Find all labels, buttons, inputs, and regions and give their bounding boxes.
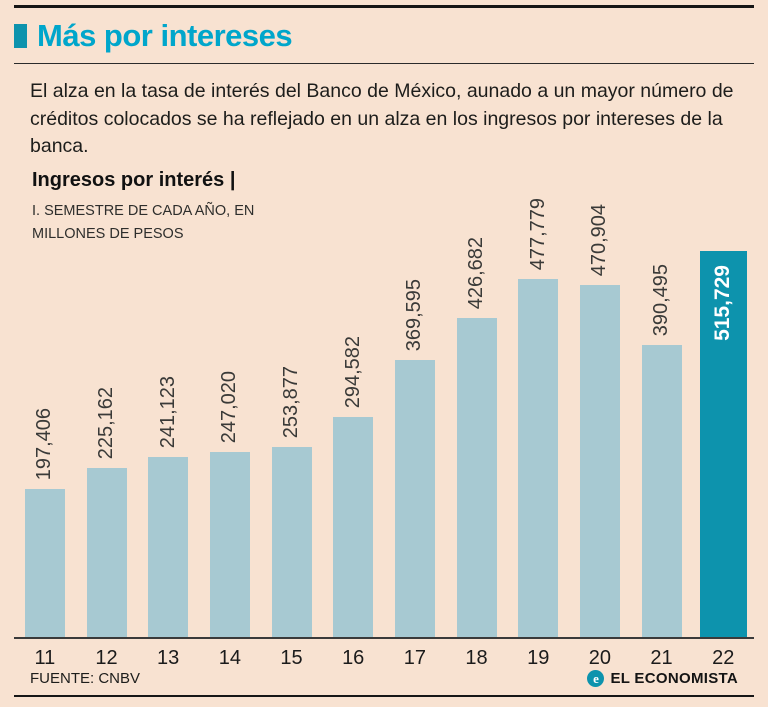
x-axis-tick-label: 16: [342, 647, 365, 670]
bar: [518, 279, 559, 638]
bar: [148, 457, 189, 638]
bar-column: 390,495: [631, 263, 693, 638]
x-axis-tick-label: 15: [280, 647, 303, 670]
bar-value-label: 390,495: [650, 263, 673, 337]
bar-value-label: 247,020: [218, 370, 241, 444]
bar: [641, 345, 682, 638]
bar-value-label: 426,682: [465, 236, 488, 310]
bar-column: 197,406: [14, 407, 76, 638]
bar-column: 470,904: [569, 203, 631, 638]
bar-value-label: 515,729: [711, 265, 735, 341]
top-rule: [14, 5, 754, 8]
bar: [456, 318, 497, 638]
bar-value-label: 470,904: [588, 203, 611, 277]
bar: [209, 452, 250, 638]
source-credit: FUENTE: CNBV: [30, 670, 141, 687]
x-axis-tick-label: 20: [588, 647, 611, 670]
chart-subtitle-line2: MILLONES DE PESOS: [32, 225, 184, 242]
bar-value-label: 225,162: [95, 386, 117, 460]
el-economista-logo-icon: e: [587, 670, 605, 687]
bar-value-label: 241,123: [156, 375, 179, 449]
bar-column: 253,877: [261, 365, 323, 638]
x-axis-labels: 11 12 13 14 15 16 17 18 19 20 21 22: [14, 639, 754, 670]
chart-area: Ingresos por interés | I. SEMESTRE DE CA…: [14, 167, 754, 670]
header-divider: [14, 63, 754, 64]
bar-column: 515,729: [692, 251, 754, 638]
x-axis-tick-label: 13: [157, 647, 180, 670]
x-axis-tick-label: 18: [465, 647, 488, 670]
intro-text: El alza en la tasa de interés del Banco …: [30, 80, 734, 158]
bar-value-label: 477,779: [526, 197, 549, 271]
bar: [333, 417, 374, 638]
title-bullet: [14, 24, 27, 48]
bar-column: 241,123: [137, 375, 199, 638]
bar-value-label: 294,582: [341, 335, 364, 409]
x-axis-tick-label: 12: [95, 647, 118, 670]
bar: [394, 360, 435, 638]
bar-value-label: 369,595: [403, 278, 426, 352]
chart-subtitle: I. SEMESTRE DE CADA AÑO, EN MILLONES DE …: [32, 200, 254, 245]
chart-title: Ingresos por interés |: [32, 169, 236, 192]
bar-column: 477,779: [507, 197, 569, 638]
x-axis-tick-label: 19: [527, 647, 550, 670]
bar-chart: 197,406 225,162 241,123 247,020 253,877 294,5…: [14, 167, 754, 640]
x-axis-tick-label: 14: [218, 647, 241, 670]
bar: [579, 285, 620, 638]
x-axis-tick-label: 21: [650, 647, 673, 670]
bar-column: 225,162: [76, 386, 138, 638]
x-axis-tick-label: 11: [34, 647, 56, 670]
chart-header: Ingresos por interés | I. SEMESTRE DE CA…: [32, 169, 254, 245]
bar-value-label: 253,877: [280, 365, 303, 439]
bar: [86, 468, 127, 638]
bar-column: 247,020: [199, 370, 261, 638]
chart-subtitle-line1: I. SEMESTRE DE CADA AÑO, EN: [32, 203, 255, 220]
bar-highlight: 515,729: [699, 251, 747, 638]
brand: e EL ECONOMISTA: [587, 670, 738, 687]
bar: [271, 447, 312, 638]
footer: FUENTE: CNBV e EL ECONOMISTA: [14, 670, 754, 697]
brand-name: EL ECONOMISTA: [610, 670, 738, 687]
header: Más por intereses: [14, 8, 754, 63]
bar-column: 294,582: [322, 335, 384, 638]
page-title: Más por intereses: [37, 18, 293, 53]
bar-value-label: 197,406: [33, 407, 56, 481]
bar-column: 369,595: [384, 278, 446, 638]
bar-column: 426,682: [446, 236, 508, 638]
bar: [24, 489, 65, 638]
x-axis-tick-label: 22: [712, 647, 735, 670]
x-axis-tick-label: 17: [403, 647, 426, 670]
